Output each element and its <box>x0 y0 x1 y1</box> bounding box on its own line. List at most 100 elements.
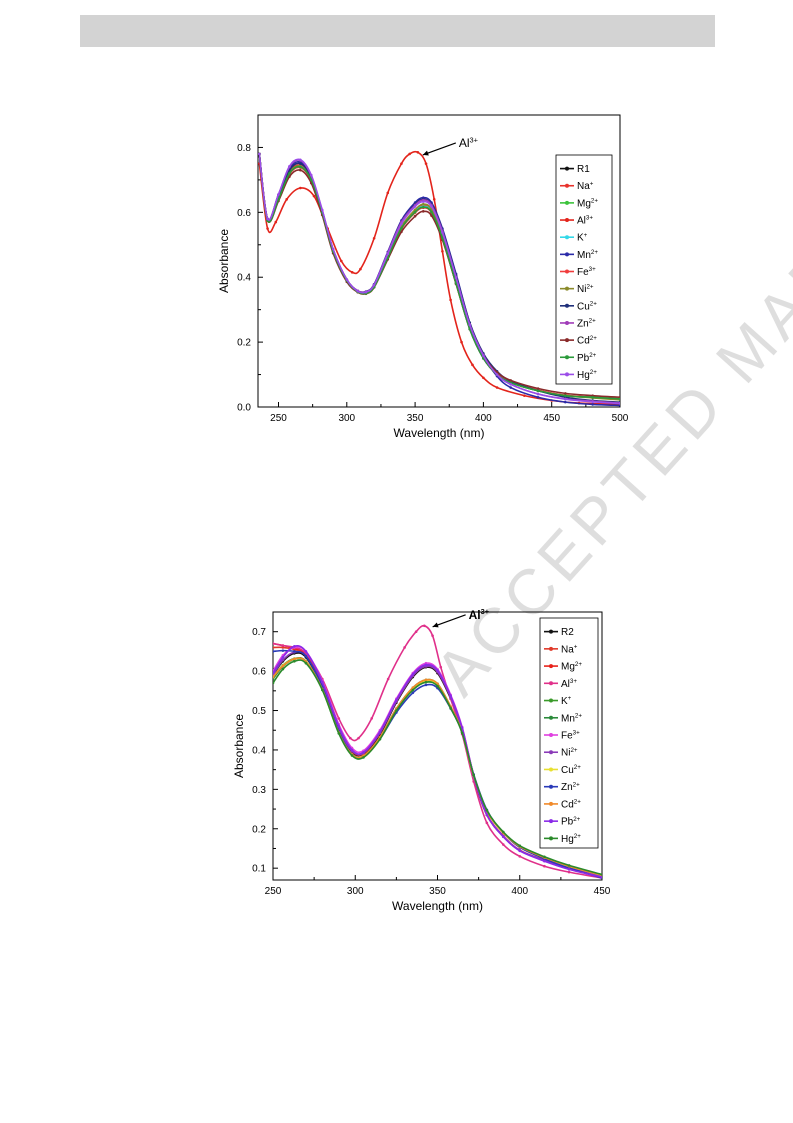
data-point <box>564 394 567 397</box>
data-point <box>281 646 285 649</box>
legend-label-ion: Mn <box>577 250 591 261</box>
legend-label: Ni2+ <box>561 747 578 759</box>
data-point <box>423 624 426 628</box>
legend-label-ion: Zn <box>577 318 589 329</box>
y-tick-label: 0.8 <box>237 143 251 154</box>
data-point <box>509 379 513 382</box>
data-point <box>441 249 444 253</box>
legend-label-charge: 2+ <box>586 283 593 290</box>
data-point <box>414 630 418 634</box>
data-point <box>386 191 390 195</box>
data-point <box>600 875 602 879</box>
data-point <box>281 667 285 671</box>
legend-marker <box>549 664 553 669</box>
legend-marker <box>549 784 553 789</box>
legend-label-ion: Pb <box>577 353 590 364</box>
data-point <box>421 210 425 213</box>
x-tick-label: 300 <box>347 886 364 897</box>
data-point <box>400 226 403 230</box>
legend-label-charge: 2+ <box>574 764 581 771</box>
legend-label-ion: K <box>561 696 568 707</box>
data-point <box>378 738 382 741</box>
legend-label-charge: 3+ <box>570 678 577 685</box>
legend-marker <box>565 338 569 343</box>
data-point <box>591 395 594 399</box>
legend-label-charge: 2+ <box>573 781 580 788</box>
data-point <box>424 680 428 684</box>
data-point <box>345 278 349 281</box>
legend-label-ion: Zn <box>561 782 573 793</box>
data-point <box>258 152 261 156</box>
series-layer <box>273 624 602 880</box>
legend-marker <box>549 750 553 755</box>
data-point <box>359 267 362 271</box>
legend-marker <box>565 320 569 325</box>
legend-label-ion: Al <box>577 216 586 227</box>
data-point <box>299 162 302 165</box>
data-point <box>543 855 546 859</box>
data-point <box>364 290 368 294</box>
legend-label: Pb2+ <box>577 352 597 364</box>
legend-label: R2 <box>561 627 574 638</box>
data-point <box>281 664 285 668</box>
data-point <box>309 178 313 182</box>
data-point <box>337 717 341 720</box>
data-point <box>266 227 269 230</box>
annotation-label: Al3+ <box>469 607 490 622</box>
legend-marker <box>565 235 569 240</box>
legend-label-ion: K <box>577 233 584 244</box>
data-point <box>370 717 374 720</box>
data-point <box>618 397 620 401</box>
data-point <box>536 395 540 399</box>
data-point <box>362 751 365 754</box>
data-point <box>430 210 433 214</box>
data-point <box>600 873 602 876</box>
legend-label: Zn2+ <box>577 318 596 330</box>
series-line <box>273 645 602 879</box>
x-tick-label: 400 <box>511 886 528 897</box>
legend-label-ion: Hg <box>561 834 574 845</box>
legend-label-charge: 2+ <box>575 712 582 719</box>
legend-marker <box>565 252 569 257</box>
data-point <box>293 657 296 661</box>
y-tick-label: 0.7 <box>252 627 266 638</box>
legend-label-charge: 2+ <box>574 833 581 840</box>
legend-marker <box>565 372 569 377</box>
legend-label: Fe3+ <box>577 266 596 278</box>
y-tick-label: 0.3 <box>252 785 266 796</box>
data-point <box>413 214 417 218</box>
data-point <box>424 678 428 682</box>
legend-label-ion: Mg <box>561 662 575 673</box>
x-tick-label: 400 <box>475 413 492 424</box>
data-point <box>288 172 291 175</box>
data-point <box>430 205 433 208</box>
data-point <box>293 659 296 663</box>
data-point <box>395 698 398 702</box>
x-tick-label: 300 <box>338 413 355 424</box>
data-point <box>411 686 415 689</box>
y-tick-label: 0.4 <box>237 273 251 284</box>
legend-label: R1 <box>577 164 590 175</box>
data-point <box>372 236 376 240</box>
data-point <box>482 354 485 358</box>
data-point <box>331 247 335 251</box>
legend-label-ion: Al <box>561 679 570 690</box>
legend-label: K+ <box>561 695 572 707</box>
legend-marker <box>549 698 553 703</box>
legend-label-ion: Pb <box>561 817 574 828</box>
y-tick-label: 0.2 <box>252 824 266 835</box>
legend-label-ion: Ni <box>577 284 586 295</box>
data-point <box>356 289 360 293</box>
data-point <box>413 205 417 208</box>
x-tick-label: 500 <box>612 413 629 424</box>
legend-marker <box>549 819 553 824</box>
data-point <box>436 684 439 688</box>
data-point <box>564 392 567 395</box>
series-hg <box>273 659 602 876</box>
data-point <box>449 706 452 710</box>
legend-label: Cd2+ <box>561 799 581 811</box>
x-tick-label: 350 <box>407 413 424 424</box>
data-point <box>304 654 308 658</box>
